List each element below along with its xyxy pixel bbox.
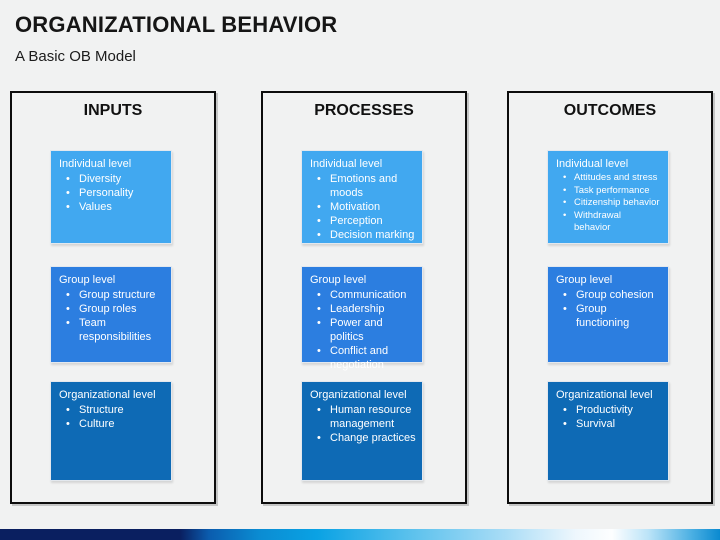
column-heading: OUTCOMES xyxy=(563,102,657,119)
level-item: Diversity xyxy=(59,172,165,186)
level-item: Survival xyxy=(556,417,662,431)
level-title: Individual level xyxy=(310,158,383,170)
level-item: Task performance xyxy=(556,185,662,198)
model-column: INPUTS Individual level DiversityPersona… xyxy=(10,91,216,504)
level-item: Citizenship behavior xyxy=(556,197,662,210)
level-item: Group structure xyxy=(59,288,165,302)
level-title: Organizational level xyxy=(59,389,156,401)
level-item: Attitudes and stress xyxy=(556,172,662,185)
bottom-accent-bar xyxy=(0,529,720,540)
level-item: Structure xyxy=(59,403,165,417)
level-item: Group functioning xyxy=(556,302,662,330)
level-item: Decision marking xyxy=(310,228,416,242)
level-items: StructureCulture xyxy=(59,403,165,431)
level-item: Culture xyxy=(59,417,165,431)
level-box: Group level CommunicationLeadershipPower… xyxy=(301,266,423,371)
level-items: DiversityPersonalityValues xyxy=(59,172,165,214)
model-column: OUTCOMES Individual level Attitudes and … xyxy=(507,91,713,504)
level-items: Emotions and moodsMotivationPerceptionDe… xyxy=(310,172,416,242)
level-title: Organizational level xyxy=(556,389,653,401)
level-title: Group level xyxy=(556,274,613,286)
level-items: Human resource managementChange practice… xyxy=(310,403,416,445)
slide-title: ORGANIZATIONAL BEHAVIOR xyxy=(15,12,338,37)
level-item: Productivity xyxy=(556,403,662,417)
level-items: ProductivitySurvival xyxy=(556,403,662,431)
level-item: Perception xyxy=(310,214,416,228)
level-title: Individual level xyxy=(59,158,132,170)
level-item: Leadership xyxy=(310,302,416,316)
level-item: Conflict and negotiation xyxy=(310,344,416,372)
level-item: Human resource management xyxy=(310,403,416,431)
level-box: Organizational level ProductivitySurviva… xyxy=(547,381,669,481)
level-item: Personality xyxy=(59,186,165,200)
model-column: PROCESSES Individual level Emotions and … xyxy=(261,91,467,504)
level-item: Withdrawal behavior xyxy=(556,210,662,235)
level-box: Group level Group cohesionGroup function… xyxy=(547,266,669,363)
level-item: Group roles xyxy=(59,302,165,316)
column-heading: PROCESSES xyxy=(314,102,414,119)
level-title: Group level xyxy=(59,274,116,286)
level-items: Group cohesionGroup functioning xyxy=(556,288,662,330)
level-box: Individual level Emotions and moodsMotiv… xyxy=(301,150,423,244)
level-item: Motivation xyxy=(310,200,416,214)
level-box: Organizational level StructureCulture xyxy=(50,381,172,481)
column-heading: INPUTS xyxy=(83,102,143,119)
level-box: Individual level Attitudes and stressTas… xyxy=(547,150,669,244)
level-box: Organizational level Human resource mana… xyxy=(301,381,423,481)
level-item: Values xyxy=(59,200,165,214)
level-title: Organizational level xyxy=(310,389,407,401)
level-title: Group level xyxy=(310,274,367,286)
level-box: Individual level DiversityPersonalityVal… xyxy=(50,150,172,244)
level-item: Emotions and moods xyxy=(310,172,416,200)
level-items: Attitudes and stressTask performanceCiti… xyxy=(556,172,662,235)
level-item: Team responsibilities xyxy=(59,316,165,344)
slide-subtitle: A Basic OB Model xyxy=(15,48,136,65)
level-box: Group level Group structureGroup rolesTe… xyxy=(50,266,172,363)
level-title: Individual level xyxy=(556,158,629,170)
level-item: Communication xyxy=(310,288,416,302)
level-items: Group structureGroup rolesTeam responsib… xyxy=(59,288,165,344)
level-item: Group cohesion xyxy=(556,288,662,302)
level-items: CommunicationLeadershipPower and politic… xyxy=(310,288,416,372)
level-item: Power and politics xyxy=(310,316,416,344)
level-item: Change practices xyxy=(310,431,416,445)
